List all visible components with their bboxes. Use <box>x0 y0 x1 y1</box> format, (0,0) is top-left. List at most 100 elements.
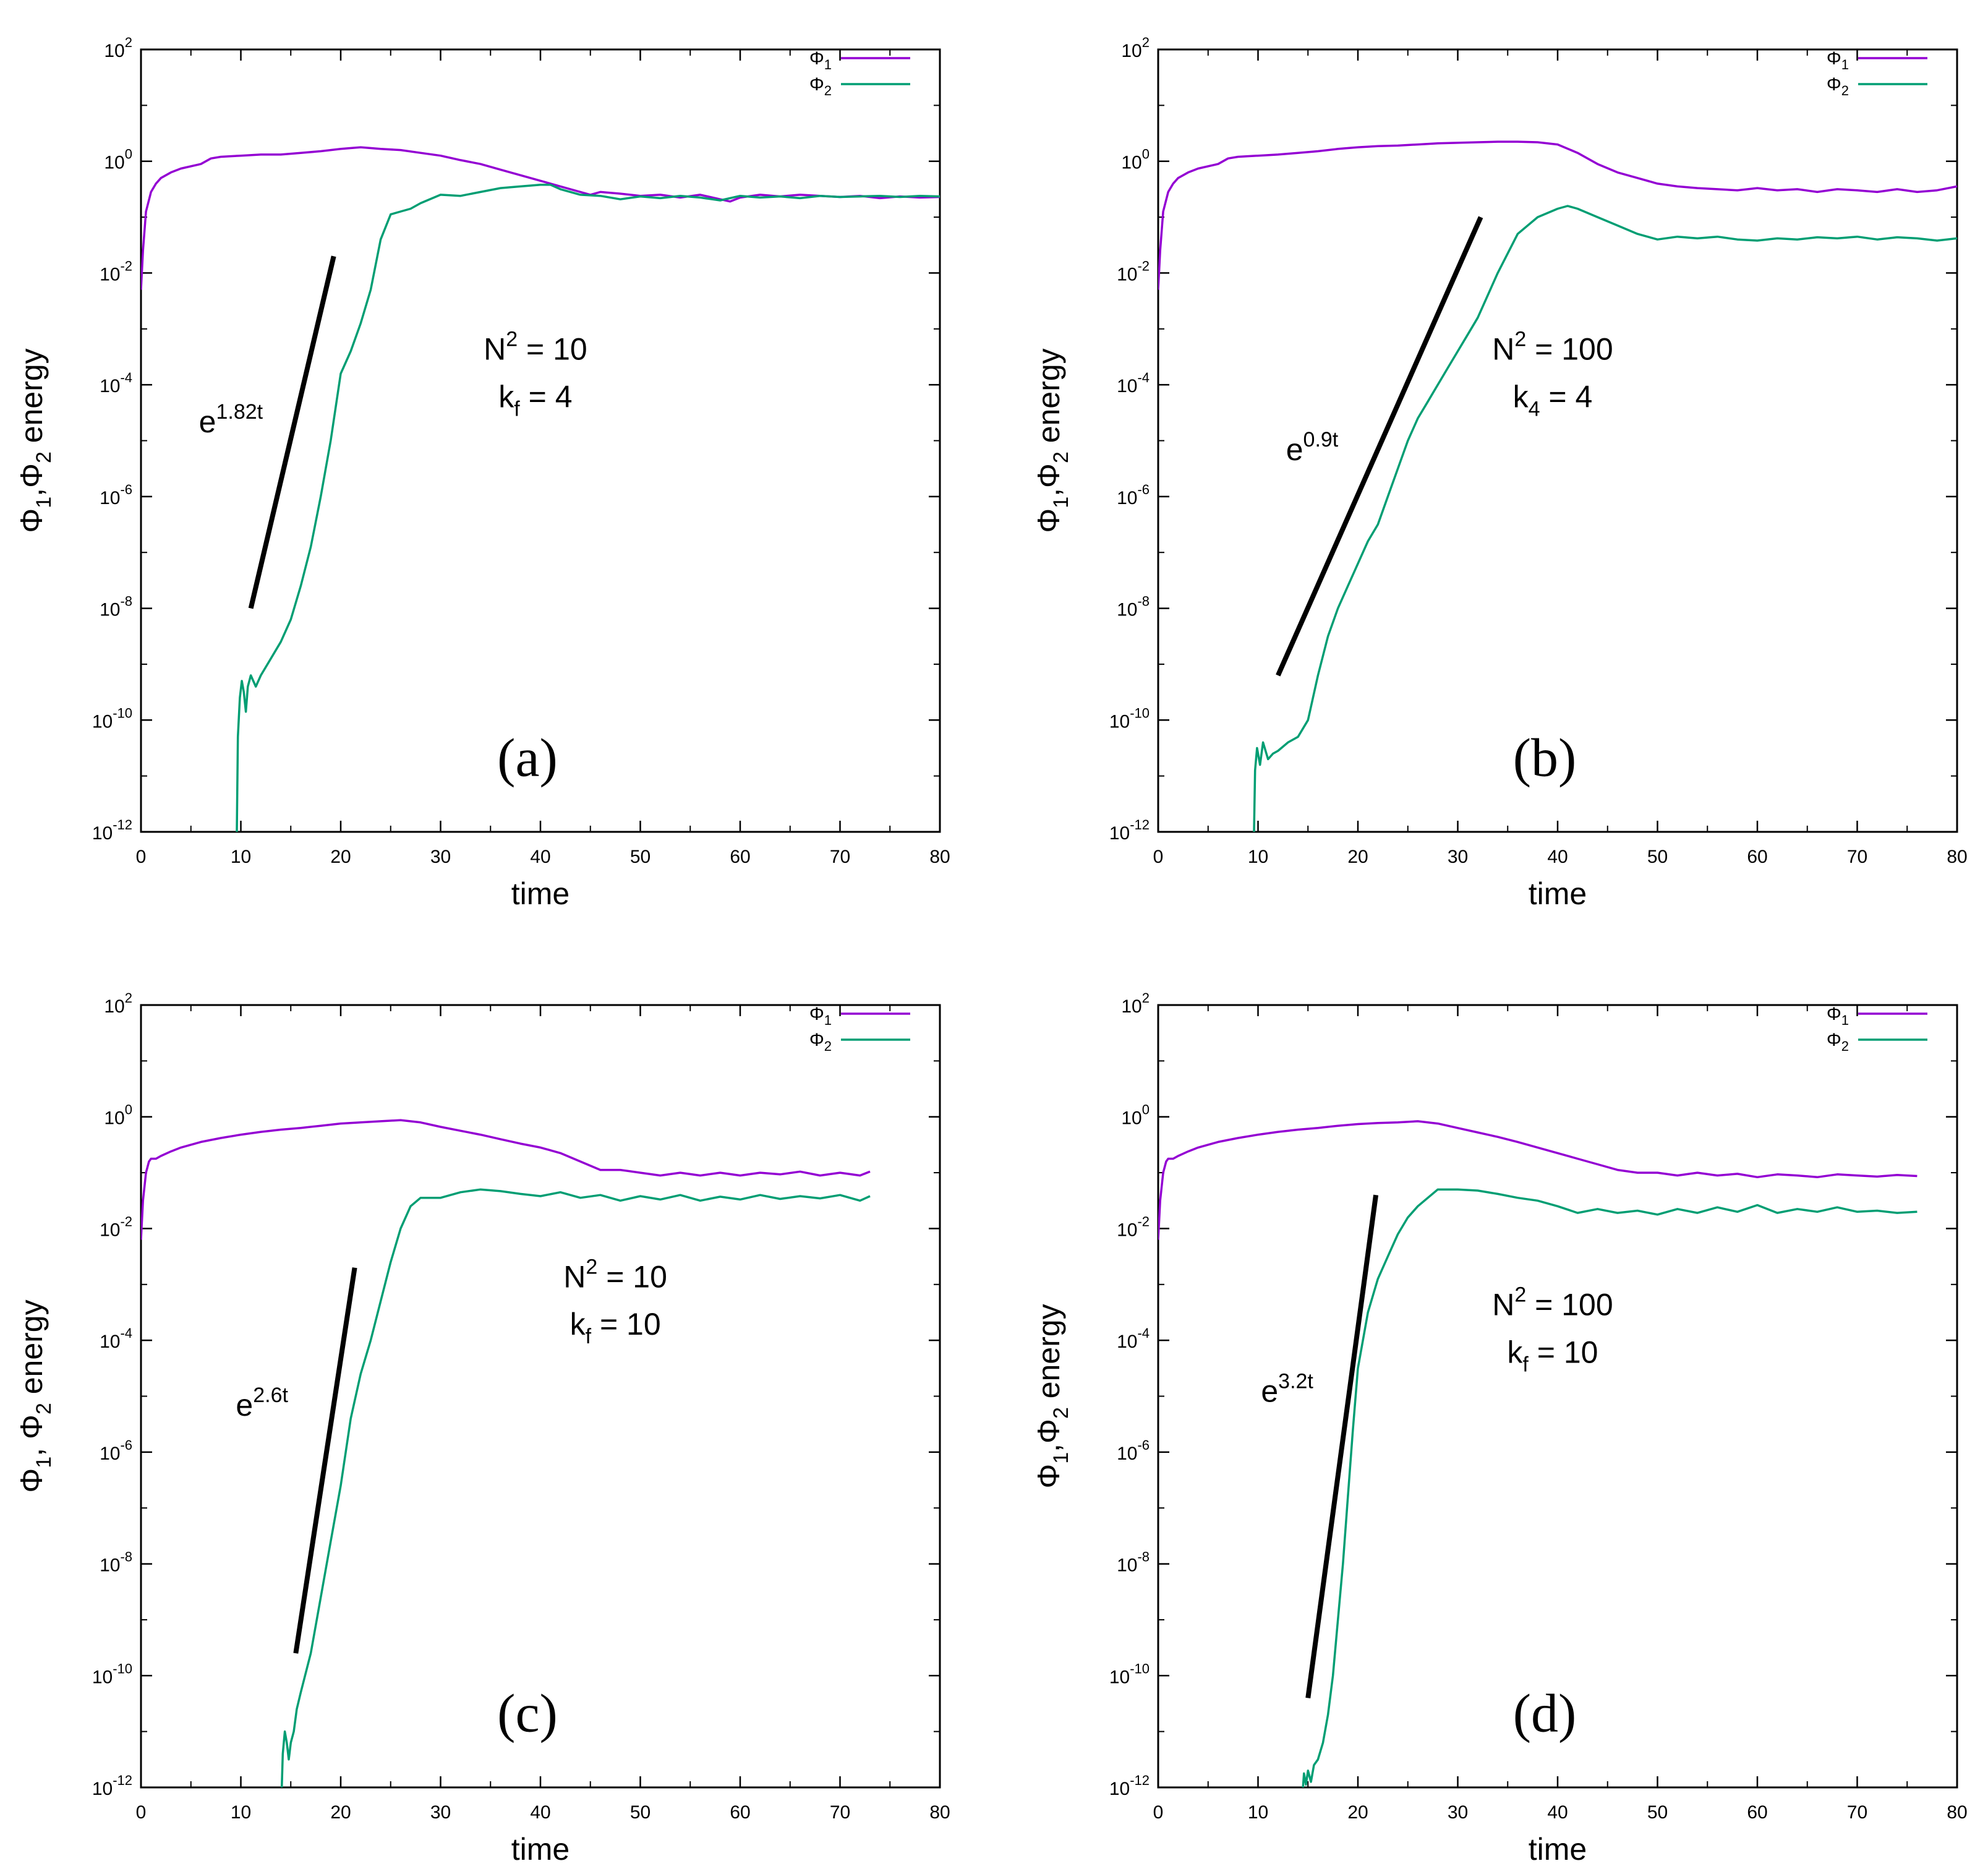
y-tick-label: 102 <box>104 35 132 61</box>
x-axis-label: time <box>1529 1832 1587 1867</box>
legend-label-phi1: Φ1 <box>1827 1004 1849 1028</box>
x-tick-label: 60 <box>730 1802 750 1823</box>
y-tick-label: 100 <box>1121 147 1150 173</box>
x-tick-label: 20 <box>330 1802 351 1823</box>
x-tick-label: 30 <box>430 847 451 867</box>
series-line-phi2 <box>1253 205 1957 832</box>
y-tick-label: 10-6 <box>100 1437 132 1464</box>
panel-d: 0 10 20 30 40 50 60 70 80 10-12 10-10 10-8 10-6 10-4 1… <box>1031 990 1968 1867</box>
y-tick-label: 100 <box>1121 1102 1150 1129</box>
x-tick-label: 70 <box>830 1802 850 1823</box>
x-tick-label: 80 <box>929 1802 950 1823</box>
annotation-n-squared: N2 = 10 <box>484 327 587 366</box>
x-tick-label: 40 <box>530 1802 550 1823</box>
y-tick-label: 10-8 <box>100 594 132 620</box>
x-tick-label: 80 <box>1947 1802 1967 1823</box>
y-tick-label: 10-2 <box>100 258 132 285</box>
growth-rate-line <box>248 255 336 609</box>
x-tick-label: 30 <box>1448 1802 1468 1823</box>
panel-label: (d) <box>1513 1684 1577 1744</box>
growth-rate-label: e0.9t <box>1286 428 1339 467</box>
x-tick-label: 70 <box>830 847 850 867</box>
x-tick-label: 60 <box>730 847 750 867</box>
y-tick-label: 10-4 <box>100 1325 132 1352</box>
annotation-k: kf = 10 <box>570 1307 661 1348</box>
x-axis-label: time <box>511 876 570 911</box>
growth-rate-label: e1.82t <box>199 400 263 439</box>
series-line-phi1 <box>1158 1120 1918 1240</box>
y-tick-label: 10-10 <box>1109 1661 1150 1687</box>
y-tick-label: 10-6 <box>1117 1437 1150 1464</box>
legend-label-phi2: Φ2 <box>809 74 832 98</box>
x-tick-label: 80 <box>929 847 950 867</box>
legend-label-phi1: Φ1 <box>809 1004 832 1028</box>
x-tick-label: 80 <box>1947 847 1967 867</box>
y-tick-label: 102 <box>1121 990 1150 1017</box>
panel-c: 0 10 20 30 40 50 60 70 80 10-12 10-10 10-8 10-6 10-4 1… <box>14 990 950 1867</box>
series-line-phi1 <box>141 1119 871 1240</box>
x-tick-label: 10 <box>231 847 251 867</box>
x-tick-label: 50 <box>630 847 651 867</box>
plot-frame <box>1157 48 1958 833</box>
y-tick-label: 10-10 <box>92 705 132 732</box>
legend-label-phi1: Φ1 <box>1827 48 1849 72</box>
x-tick-label: 60 <box>1747 1802 1767 1823</box>
y-tick-label: 10-12 <box>1109 817 1150 844</box>
x-tick-label: 40 <box>1547 1802 1568 1823</box>
x-tick-label: 30 <box>430 1802 451 1823</box>
y-tick-label: 10-6 <box>100 482 132 508</box>
x-tick-label: 40 <box>530 847 550 867</box>
x-tick-label: 70 <box>1847 847 1867 867</box>
y-tick-label: 10-2 <box>100 1213 132 1240</box>
y-tick-label: 10-4 <box>1117 370 1150 396</box>
y-tick-label: 10-8 <box>100 1549 132 1576</box>
y-tick-label: 10-12 <box>92 1773 132 1799</box>
series-line-phi2 <box>1302 1188 1918 1787</box>
panel-b: 0 10 20 30 40 50 60 70 80 10-12 10-10 10-8 10-6 10-4 1… <box>1031 35 1968 911</box>
y-tick-label: 10-4 <box>100 370 132 396</box>
x-tick-label: 50 <box>1647 847 1668 867</box>
x-tick-label: 50 <box>1647 1802 1668 1823</box>
annotation-n-squared: N2 = 100 <box>1492 327 1613 366</box>
plot-frame <box>140 48 941 833</box>
x-tick-label: 50 <box>630 1802 651 1823</box>
annotation-k: k4 = 4 <box>1513 379 1593 421</box>
x-tick-label: 30 <box>1448 847 1468 867</box>
y-tick-label: 10-10 <box>1109 705 1150 732</box>
legend-label-phi2: Φ2 <box>1827 74 1849 98</box>
y-tick-label: 10-12 <box>92 817 132 844</box>
growth-rate-line <box>1276 216 1483 677</box>
x-tick-label: 0 <box>136 1802 147 1823</box>
growth-rate-label: e3.2t <box>1261 1370 1313 1409</box>
growth-rate-line <box>293 1267 357 1654</box>
panel-label: (c) <box>497 1684 558 1744</box>
y-tick-label: 102 <box>104 990 132 1017</box>
x-tick-label: 0 <box>136 847 147 867</box>
y-tick-label: 10-2 <box>1117 1213 1150 1240</box>
x-tick-label: 0 <box>1153 1802 1164 1823</box>
y-tick-label: 10-2 <box>1117 258 1150 285</box>
y-axis-label: Φ1,Φ2 energy <box>1031 348 1073 533</box>
x-tick-label: 60 <box>1747 847 1767 867</box>
annotation-k: kf = 4 <box>498 379 572 421</box>
y-tick-label: 10-4 <box>1117 1325 1150 1352</box>
y-tick-label: 100 <box>104 147 132 173</box>
x-tick-label: 0 <box>1153 847 1164 867</box>
y-tick-label: 102 <box>1121 35 1150 61</box>
y-axis-label: Φ1,Φ2 energy <box>14 348 56 533</box>
x-tick-label: 10 <box>231 1802 251 1823</box>
annotation-n-squared: N2 = 10 <box>563 1255 667 1294</box>
legend-label-phi1: Φ1 <box>809 48 832 72</box>
series-line-phi1 <box>141 146 940 290</box>
x-tick-label: 40 <box>1547 847 1568 867</box>
panel-label: (b) <box>1513 729 1577 789</box>
y-axis-label: Φ1, Φ2 energy <box>14 1299 56 1492</box>
growth-rate-line <box>1305 1194 1379 1698</box>
series-line-phi2 <box>280 1188 871 1787</box>
x-tick-label: 10 <box>1248 1802 1268 1823</box>
y-axis-label: Φ1,Φ2 energy <box>1031 1304 1073 1488</box>
y-tick-label: 10-8 <box>1117 594 1150 620</box>
series-line-phi2 <box>236 183 940 832</box>
y-tick-label: 100 <box>104 1102 132 1129</box>
